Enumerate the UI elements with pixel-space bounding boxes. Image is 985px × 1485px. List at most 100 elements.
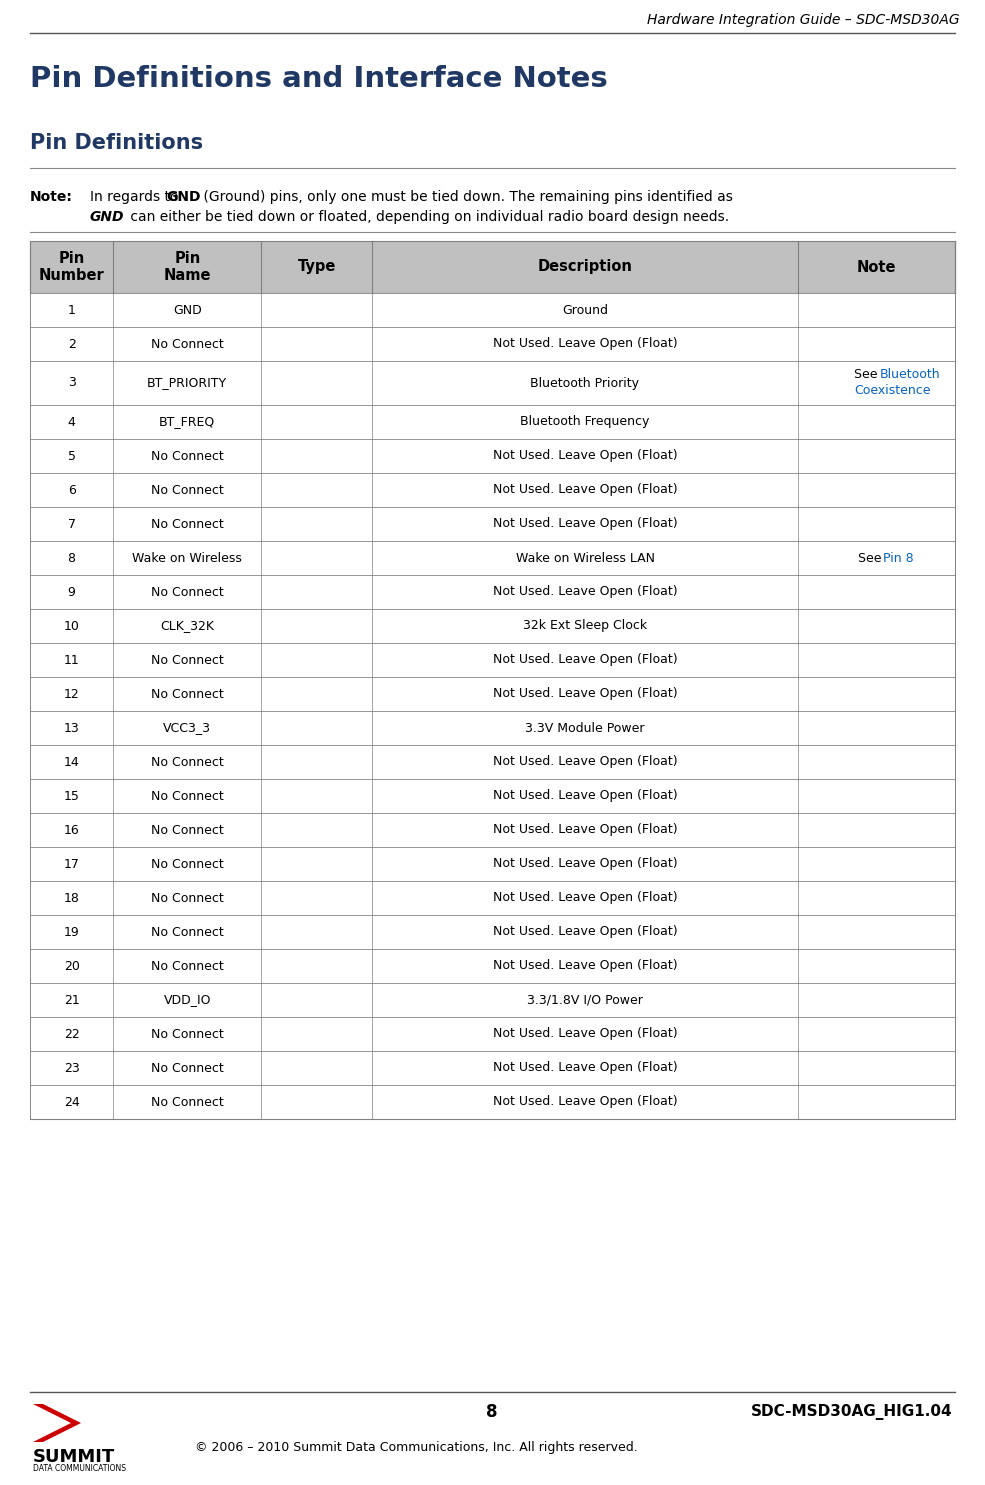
Text: Pin 8: Pin 8 <box>884 551 914 564</box>
Text: Not Used. Leave Open (Float): Not Used. Leave Open (Float) <box>492 824 678 836</box>
Bar <box>30 327 955 361</box>
Bar <box>30 575 955 609</box>
Text: GND: GND <box>173 303 202 316</box>
Text: SDC-MSD30AG_HIG1.04: SDC-MSD30AG_HIG1.04 <box>751 1403 952 1420</box>
Text: Not Used. Leave Open (Float): Not Used. Leave Open (Float) <box>492 891 678 904</box>
Text: (Ground) pins, only one must be tied down. The remaining pins identified as: (Ground) pins, only one must be tied dow… <box>199 190 733 203</box>
Text: Not Used. Leave Open (Float): Not Used. Leave Open (Float) <box>492 688 678 701</box>
Text: No Connect: No Connect <box>151 857 224 870</box>
Text: Not Used. Leave Open (Float): Not Used. Leave Open (Float) <box>492 1096 678 1108</box>
Text: 3.3/1.8V I/O Power: 3.3/1.8V I/O Power <box>527 993 643 1007</box>
Text: 22: 22 <box>64 1028 80 1041</box>
Text: No Connect: No Connect <box>151 484 224 496</box>
Text: 13: 13 <box>64 722 80 735</box>
Bar <box>30 474 955 506</box>
Text: 15: 15 <box>64 790 80 802</box>
Bar <box>30 1017 955 1051</box>
Text: In regards to: In regards to <box>90 190 183 203</box>
Text: Not Used. Leave Open (Float): Not Used. Leave Open (Float) <box>492 450 678 462</box>
Bar <box>30 1086 955 1120</box>
Text: 3.3V Module Power: 3.3V Module Power <box>525 722 645 735</box>
Text: Not Used. Leave Open (Float): Not Used. Leave Open (Float) <box>492 959 678 973</box>
Text: DATA COMMUNICATIONS: DATA COMMUNICATIONS <box>33 1464 126 1473</box>
Text: 14: 14 <box>64 756 80 769</box>
Bar <box>30 241 955 293</box>
Bar <box>30 780 955 812</box>
Text: 9: 9 <box>68 585 76 598</box>
Bar <box>30 541 955 575</box>
Text: Pin
Number: Pin Number <box>38 251 104 284</box>
Text: 20: 20 <box>64 959 80 973</box>
Text: Coexistence: Coexistence <box>854 385 931 398</box>
Text: No Connect: No Connect <box>151 337 224 350</box>
Text: No Connect: No Connect <box>151 1062 224 1075</box>
Text: Not Used. Leave Open (Float): Not Used. Leave Open (Float) <box>492 1028 678 1041</box>
Text: GND: GND <box>166 190 201 203</box>
Bar <box>30 440 955 474</box>
Text: Not Used. Leave Open (Float): Not Used. Leave Open (Float) <box>492 790 678 802</box>
Bar <box>30 711 955 745</box>
Text: 8: 8 <box>487 1403 497 1421</box>
Bar <box>30 846 955 881</box>
Text: 4: 4 <box>68 416 76 429</box>
Text: BT_PRIORITY: BT_PRIORITY <box>147 377 228 389</box>
Text: 11: 11 <box>64 653 80 667</box>
Text: 6: 6 <box>68 484 76 496</box>
Bar <box>30 677 955 711</box>
Text: Pin
Name: Pin Name <box>164 251 211 284</box>
Text: 24: 24 <box>64 1096 80 1108</box>
Text: Not Used. Leave Open (Float): Not Used. Leave Open (Float) <box>492 756 678 769</box>
Text: No Connect: No Connect <box>151 653 224 667</box>
Bar <box>30 915 955 949</box>
Bar <box>30 949 955 983</box>
Text: 17: 17 <box>64 857 80 870</box>
Text: 16: 16 <box>64 824 80 836</box>
Text: 23: 23 <box>64 1062 80 1075</box>
Text: Hardware Integration Guide – SDC-MSD30AG: Hardware Integration Guide – SDC-MSD30AG <box>647 13 960 27</box>
Text: Wake on Wireless: Wake on Wireless <box>132 551 242 564</box>
Text: SUMMIT: SUMMIT <box>33 1448 115 1466</box>
Text: No Connect: No Connect <box>151 450 224 462</box>
Text: No Connect: No Connect <box>151 1028 224 1041</box>
Text: © 2006 – 2010 Summit Data Communications, Inc. All rights reserved.: © 2006 – 2010 Summit Data Communications… <box>195 1440 637 1454</box>
Text: 18: 18 <box>64 891 80 904</box>
Text: No Connect: No Connect <box>151 925 224 939</box>
Text: No Connect: No Connect <box>151 517 224 530</box>
Text: Wake on Wireless LAN: Wake on Wireless LAN <box>515 551 654 564</box>
Bar <box>30 983 955 1017</box>
Text: Ground: Ground <box>562 303 608 316</box>
Text: 2: 2 <box>68 337 76 350</box>
Text: No Connect: No Connect <box>151 824 224 836</box>
Bar <box>30 405 955 440</box>
Text: See: See <box>858 551 886 564</box>
Text: GND: GND <box>90 209 124 224</box>
Bar <box>30 361 955 405</box>
Text: Not Used. Leave Open (Float): Not Used. Leave Open (Float) <box>492 484 678 496</box>
Bar <box>30 293 955 327</box>
Text: No Connect: No Connect <box>151 790 224 802</box>
Text: Description: Description <box>538 260 632 275</box>
Text: 10: 10 <box>64 619 80 633</box>
Text: Bluetooth: Bluetooth <box>880 368 940 382</box>
Text: Bluetooth Frequency: Bluetooth Frequency <box>520 416 650 429</box>
Bar <box>30 643 955 677</box>
Text: 12: 12 <box>64 688 80 701</box>
Text: Bluetooth Priority: Bluetooth Priority <box>531 377 639 389</box>
Bar <box>30 812 955 846</box>
Text: Pin Definitions: Pin Definitions <box>30 134 203 153</box>
Text: BT_FREQ: BT_FREQ <box>160 416 216 429</box>
Text: 1: 1 <box>68 303 76 316</box>
Text: Not Used. Leave Open (Float): Not Used. Leave Open (Float) <box>492 337 678 350</box>
Text: 8: 8 <box>68 551 76 564</box>
Text: 7: 7 <box>68 517 76 530</box>
Bar <box>30 609 955 643</box>
Bar <box>30 506 955 541</box>
Text: No Connect: No Connect <box>151 959 224 973</box>
Text: Not Used. Leave Open (Float): Not Used. Leave Open (Float) <box>492 517 678 530</box>
Text: 5: 5 <box>68 450 76 462</box>
Text: Note: Note <box>857 260 896 275</box>
Text: 21: 21 <box>64 993 80 1007</box>
Text: 19: 19 <box>64 925 80 939</box>
Text: No Connect: No Connect <box>151 585 224 598</box>
Text: Not Used. Leave Open (Float): Not Used. Leave Open (Float) <box>492 925 678 939</box>
